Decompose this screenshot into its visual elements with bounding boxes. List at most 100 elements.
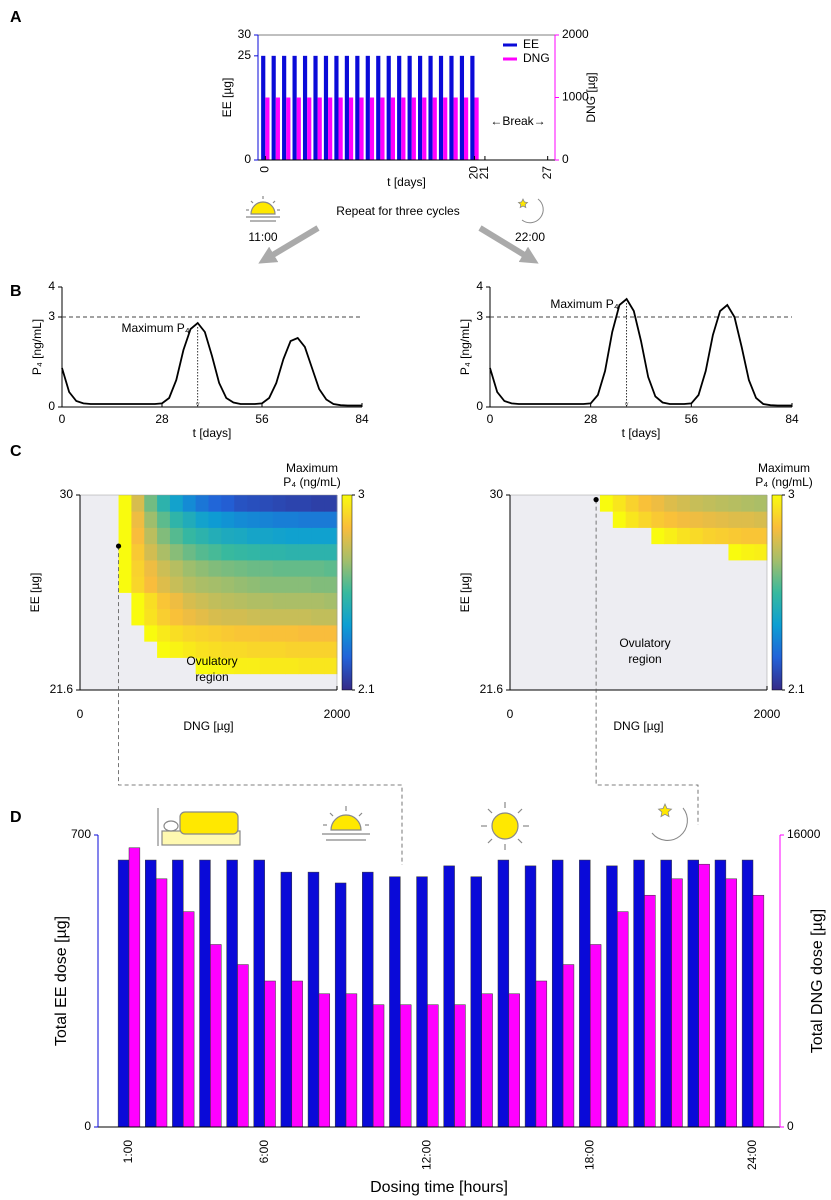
heatmap-cell [677, 495, 691, 512]
heatmap-cell [702, 495, 716, 512]
heatmap-cell [144, 592, 158, 610]
bar [427, 1004, 439, 1128]
bar [282, 55, 287, 161]
heatmap-cell [169, 625, 184, 642]
bar [443, 97, 448, 160]
heatmap-cell [311, 608, 325, 626]
bar [508, 993, 520, 1128]
heatmap-cell [247, 495, 261, 512]
x-axis-label: Dosing time [hours] [370, 1179, 508, 1196]
heatmap-cell [157, 527, 171, 545]
heatmap-cell [118, 560, 132, 577]
heatmap-cell [221, 641, 235, 658]
heatmap-cell [664, 527, 678, 545]
bar [470, 55, 475, 161]
bar [453, 97, 458, 160]
heatmap-cell [247, 511, 261, 528]
bar [334, 882, 347, 1128]
heatmap-cell [131, 560, 145, 577]
bar [323, 55, 329, 161]
heatmap-cell [118, 495, 132, 512]
heatmap-cell [195, 657, 209, 675]
heatmap-cell [221, 495, 235, 512]
heatmap-cell [157, 608, 171, 626]
bar [313, 55, 318, 161]
legend-label: DNG [523, 51, 550, 65]
heatmap-cell [754, 543, 768, 561]
heatmap-cell [221, 625, 235, 642]
heatmap-cell [311, 543, 325, 561]
sun-icon [481, 802, 529, 850]
heatmap-cell [169, 608, 184, 626]
x-axis-label: DNG [µg] [183, 719, 233, 733]
panel-label: C [10, 443, 22, 460]
y-axis-label: DNG [µg] [584, 72, 598, 122]
bar [271, 55, 276, 161]
heatmap-cell [259, 625, 274, 642]
heatmap-cell [118, 576, 132, 593]
bar [617, 911, 629, 1128]
heatmap-cell [324, 625, 338, 642]
colorbar-tick-label: 3 [358, 487, 365, 501]
bar [411, 97, 416, 160]
heatmap-cell [131, 592, 145, 610]
bar [386, 55, 391, 161]
heatmap-cell [195, 641, 209, 658]
heatmap-cell [182, 592, 197, 610]
heatmap-cell [182, 625, 197, 642]
heatmap-cell [259, 592, 274, 610]
connector [118, 546, 403, 865]
heatmap-cell [741, 511, 755, 528]
heatmap-cell [208, 657, 222, 675]
bar [183, 911, 195, 1128]
heatmap-cell [247, 625, 261, 642]
heatmap-cell [169, 592, 184, 610]
heatmap-cell [259, 543, 274, 561]
heatmap-cell [285, 657, 299, 675]
heatmap-cell [221, 576, 235, 593]
bar [253, 859, 265, 1128]
y-tick-label: 3 [476, 309, 483, 323]
heatmap-cell [298, 657, 312, 675]
heatmap-cell [285, 543, 299, 561]
heatmap-cell [208, 625, 222, 642]
x-tick-label: 28 [155, 412, 169, 426]
bar [155, 878, 168, 1128]
bar [264, 980, 276, 1128]
heatmap-cell [221, 560, 235, 577]
arrow [258, 225, 320, 264]
heatmap-cell [272, 576, 286, 593]
heatmap-cell [144, 576, 158, 593]
y-tick-label: 4 [476, 279, 483, 293]
heatmap-cell [234, 495, 248, 512]
heatmap-cell [144, 625, 158, 642]
heatmap-cell [272, 592, 286, 610]
bar [579, 859, 591, 1128]
heatmap-cell [182, 511, 197, 528]
heatmap-cell [324, 527, 338, 545]
heatmap-cell [651, 495, 665, 512]
colorbar-tick-label: 2.1 [788, 682, 805, 696]
heatmap-cell [131, 495, 145, 512]
legend-label: EE [523, 37, 539, 51]
bar [318, 993, 331, 1128]
schedule-text: Repeat for three cycles [336, 204, 459, 218]
x-tick-label: 28 [584, 412, 598, 426]
heatmap-cell [298, 495, 312, 512]
bar [369, 97, 375, 160]
x-tick-label: 2000 [324, 707, 351, 721]
region-label: region [628, 652, 661, 666]
heatmap-cell [324, 495, 338, 512]
x-axis-label: DNG [µg] [613, 719, 663, 733]
heatmap-cell [285, 527, 299, 545]
x-tick-label: 2000 [754, 707, 781, 721]
x-tick-label: 56 [255, 412, 269, 426]
bar [292, 55, 297, 161]
heatmap-cell [131, 543, 145, 561]
heatmap-cell [208, 543, 222, 561]
heatmap-cell [234, 560, 248, 577]
x-tick-label: 0 [507, 707, 514, 721]
bar [407, 55, 412, 161]
heatmap-cell [625, 495, 639, 512]
